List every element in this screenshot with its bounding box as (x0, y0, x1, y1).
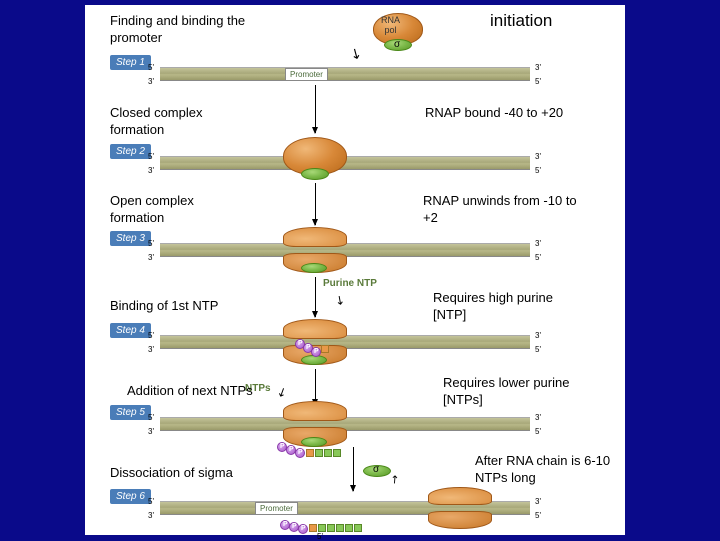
flow-arrow-2 (315, 183, 316, 225)
p-label: P (298, 340, 303, 347)
dna-5-label-r: 5' (535, 77, 541, 86)
dna-3-label-4: 3' (148, 345, 154, 354)
dna-3-label-6: 3' (148, 511, 154, 520)
p6-1: P (283, 521, 288, 528)
step6-left-label: Dissociation of sigma (110, 465, 270, 482)
dna-3-label-2: 3' (148, 166, 154, 175)
step4-left-label: Binding of 1st NTP (110, 298, 250, 315)
step5-badge: Step 5 (110, 405, 151, 420)
dna-5-label-6: 5' (148, 497, 154, 506)
nuc6-1 (318, 524, 326, 532)
dna-5-label-3r: 5' (535, 253, 541, 262)
rnap-6-bot (428, 511, 492, 529)
dna-3-label-2r: 3' (535, 152, 541, 161)
dna-strand-1 (160, 67, 530, 81)
page-title: initiation (490, 11, 552, 31)
step2-badge: Step 2 (110, 144, 151, 159)
flow-arrow-5 (353, 447, 354, 491)
nuc-n1 (315, 449, 323, 457)
nuc6-pu (309, 524, 317, 532)
flow-arrow-1 (315, 85, 316, 133)
step2-left-label: Closed complex formation (110, 105, 240, 139)
dna-5-label-2: 5' (148, 152, 154, 161)
dna-3-label-5r: 3' (535, 413, 541, 422)
dna-5-label: 5' (148, 63, 154, 72)
dna-5-label-4: 5' (148, 331, 154, 340)
rnap-6-top (428, 487, 492, 505)
dna-5-label-6r: 5' (535, 511, 541, 520)
nuc-pu (306, 449, 314, 457)
p5-2: P (289, 446, 294, 453)
rnap-open-top (283, 227, 347, 247)
step3-left-label: Open complex formation (110, 193, 240, 227)
p6-2: P (292, 523, 297, 530)
promoter-label-6: Promoter (255, 502, 298, 515)
dna-5-label-2r: 5' (535, 166, 541, 175)
step1-left-label: Finding and binding the promoter (110, 13, 250, 47)
nuc6-5 (354, 524, 362, 532)
step6-right-label: After RNA chain is 6-10 NTPs long (475, 453, 615, 487)
step5-right-label: Requires lower purine [NTPs] (443, 375, 593, 409)
step4-right-label: Requires high purine [NTP] (433, 290, 583, 324)
dna-5-label-5r: 5' (535, 427, 541, 436)
step6-badge: Step 6 (110, 489, 151, 504)
promoter-label: Promoter (285, 68, 328, 81)
dna-3-label-r: 3' (535, 63, 541, 72)
ntp-arrow: ↘ (332, 291, 348, 308)
rnap-5-top (283, 401, 347, 421)
step2-right-label: RNAP bound -40 to +20 (425, 105, 585, 122)
dna-5-label-4r: 5' (535, 345, 541, 354)
p5-1: P (280, 443, 285, 450)
pu-nucleotide (321, 345, 329, 353)
nuc6-4 (345, 524, 353, 532)
diagram-panel: initiation Finding and binding the promo… (85, 5, 625, 535)
step1-badge: Step 1 (110, 55, 151, 70)
nuc-n3 (333, 449, 341, 457)
nuc-n2 (324, 449, 332, 457)
sigma-2 (301, 168, 329, 180)
step5-left-label: Addition of next NTPs (127, 383, 287, 400)
nuc6-3 (336, 524, 344, 532)
dna-5-label-3: 5' (148, 239, 154, 248)
step3-badge: Step 3 (110, 231, 151, 246)
sigma-5 (301, 437, 327, 447)
dna-3-label-6r: 3' (535, 497, 541, 506)
p5-3: P (298, 449, 303, 456)
step3-right-label: RNAP unwinds from -10 to +2 (423, 193, 593, 227)
p6-3: P (301, 525, 306, 532)
p-label-2: P (306, 344, 311, 351)
dna-3-label-4r: 3' (535, 331, 541, 340)
sigma-release-arrow: ↗ (387, 472, 402, 488)
rnap-4-top (283, 319, 347, 339)
flow-arrow-4 (315, 369, 316, 405)
flow-arrow-3 (315, 277, 316, 317)
purine-ntp-label: Purine NTP (323, 278, 377, 289)
dna-3-label-3r: 3' (535, 239, 541, 248)
rnap-label: RNApol (381, 16, 400, 36)
dna-5-label-5: 5' (148, 413, 154, 422)
sigma-free-label: σ (373, 464, 379, 475)
dna-3-label-5: 3' (148, 427, 154, 436)
sigma-label: σ (394, 39, 400, 50)
p-label-3: P (314, 348, 319, 355)
nuc6-2 (327, 524, 335, 532)
step4-badge: Step 4 (110, 323, 151, 338)
sigma-3 (301, 263, 327, 273)
binding-arrow: ↘ (347, 43, 366, 64)
dna-3-label-3: 3' (148, 253, 154, 262)
dna-3-label: 3' (148, 77, 154, 86)
